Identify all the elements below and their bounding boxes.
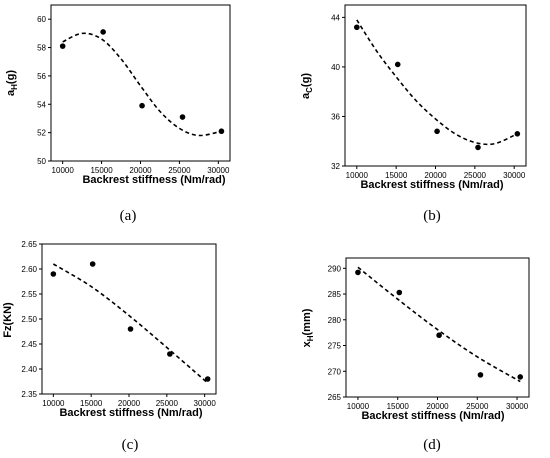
x-tick-label: 10000: [52, 166, 75, 175]
y-tick-label: 270: [328, 367, 342, 376]
y-tick-label: 44: [331, 13, 340, 22]
fit-curve: [357, 266, 521, 383]
x-tick-label: 10000: [42, 399, 65, 408]
y-tick-label: 40: [331, 63, 340, 72]
y-tick-label: 56: [37, 72, 46, 81]
y-tick-label: 2.65: [21, 240, 37, 249]
y-tick-label: 2.35: [21, 390, 37, 399]
x-tick-label: 20000: [129, 166, 152, 175]
y-tick-label: 50: [37, 157, 46, 166]
panel-caption: (a): [120, 208, 137, 224]
x-tick-label: 20000: [424, 171, 447, 180]
x-tick-label: 15000: [385, 171, 408, 180]
data-point: [218, 128, 225, 135]
x-tick-label: 25000: [464, 171, 487, 180]
x-tick-label: 25000: [156, 399, 179, 408]
y-tick-label: 2.60: [21, 265, 37, 274]
data-point: [179, 114, 186, 120]
panel-b: 10000 15000 20000 25000 30000 32 36 40 44 Backres…: [300, 4, 527, 224]
x-tick-label: 10000: [347, 402, 370, 411]
data-point: [167, 351, 173, 357]
data-point: [514, 131, 521, 137]
y-tick-label: 2.50: [21, 315, 37, 324]
fit-curve: [52, 263, 209, 384]
y-tick-label: 32: [331, 162, 340, 171]
data-point: [475, 144, 481, 151]
plot-frame: [41, 243, 217, 395]
data-point: [355, 269, 361, 276]
fit-curve: [62, 32, 222, 137]
y-axis-label: aH(g): [5, 70, 19, 96]
x-axis-label: Backrest stiffness (Nm/rad): [360, 179, 503, 191]
panel-d: 10000 15000 20000 25000 30000 265 270 275 280 285…: [301, 257, 530, 453]
x-axis-label: Backrest stiffness (Nm/rad): [82, 174, 225, 186]
x-tick-label: 25000: [168, 166, 191, 175]
y-tick-label: 2.40: [21, 365, 37, 374]
x-tick-label: 30000: [207, 166, 230, 175]
panel-a: 10000 15000 20000 25000 30000 50 52 54 56 58 60 Bac…: [5, 4, 231, 224]
data-point: [477, 372, 484, 378]
data-point: [394, 61, 401, 68]
data-point: [204, 376, 211, 382]
y-tick-label: 58: [37, 44, 46, 53]
panel-c: 10000 15000 20000 25000 30000 2.35 2.40 2.45 2.5…: [2, 240, 217, 453]
plot-frame: [50, 4, 231, 162]
y-tick-label: 52: [37, 129, 46, 138]
data-point: [127, 326, 134, 332]
x-tick-label: 25000: [466, 402, 489, 411]
data-point: [354, 24, 360, 31]
y-tick-label: 2.45: [21, 340, 37, 349]
fit-curve: [356, 19, 518, 146]
x-tick-label: 15000: [90, 166, 113, 175]
x-axis-label: Backrest stiffness (Nm/rad): [59, 407, 202, 419]
data-point: [50, 271, 57, 277]
y-tick-label: 60: [37, 15, 46, 24]
x-tick-label: 30000: [503, 171, 526, 180]
data-point: [100, 29, 106, 35]
x-tick-label: 20000: [118, 399, 141, 408]
data-point: [396, 289, 403, 296]
data-point: [517, 374, 524, 380]
x-tick-label: 15000: [80, 399, 103, 408]
panel-caption: (d): [423, 437, 441, 453]
y-axis-label: xH(mm): [301, 308, 315, 347]
y-axis-label: Fz(KN): [2, 302, 14, 338]
y-tick-label: 290: [328, 264, 342, 273]
panel-caption: (b): [423, 208, 441, 224]
x-tick-label: 30000: [194, 399, 217, 408]
y-tick-label: 2.55: [21, 290, 37, 299]
x-tick-label: 10000: [346, 171, 369, 180]
y-tick-label: 275: [328, 342, 342, 351]
y-tick-label: 285: [328, 290, 342, 299]
y-tick-label: 54: [37, 100, 46, 109]
x-axis-label: Backrest stiffness (Nm/rad): [361, 410, 504, 422]
x-tick-label: 15000: [387, 402, 410, 411]
y-tick-label: 36: [331, 112, 340, 121]
y-axis-label: aC(g): [300, 73, 314, 99]
data-point: [434, 128, 440, 135]
x-tick-label: 30000: [506, 402, 529, 411]
data-point: [139, 102, 145, 109]
data-point: [59, 43, 66, 49]
y-tick-label: 265: [328, 393, 342, 402]
data-point: [436, 332, 442, 339]
data-point: [89, 261, 96, 267]
x-tick-label: 20000: [426, 402, 449, 411]
y-tick-label: 280: [328, 316, 342, 325]
panel-caption: (c): [122, 437, 139, 453]
plot-frame: [345, 257, 530, 398]
